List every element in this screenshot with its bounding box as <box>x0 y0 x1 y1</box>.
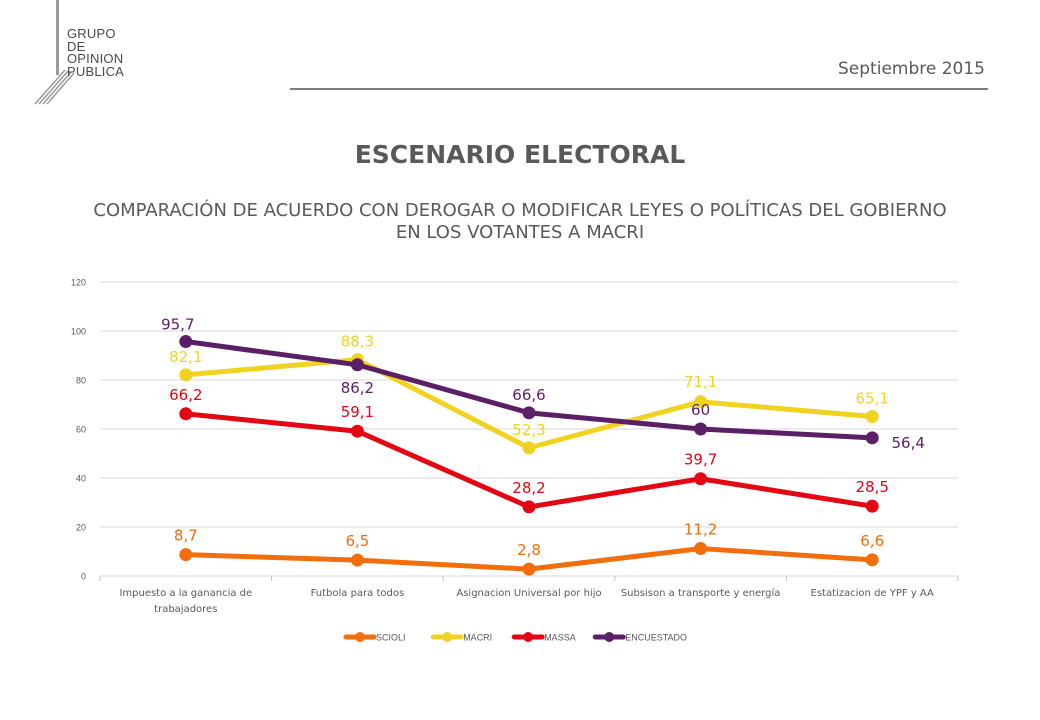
data-label-macri: 82,1 <box>169 348 202 366</box>
x-tick-label: Estatizacion de YPF y AA <box>811 588 935 599</box>
x-tick-label: Impuesto a la ganancia de <box>119 588 252 599</box>
legend-marker-massa <box>523 632 534 642</box>
legend-marker-encuestado <box>604 632 615 642</box>
data-label-macri: 65,1 <box>855 390 888 408</box>
logo-stripe <box>38 70 69 105</box>
data-label-scioli: 8,7 <box>174 527 198 545</box>
y-tick-label: 0 <box>81 572 86 582</box>
page-title: ESCENARIO ELECTORAL <box>354 140 686 169</box>
data-point-encuestado <box>350 358 364 372</box>
y-tick-label: 120 <box>71 278 86 288</box>
data-point-encuestado <box>179 335 193 349</box>
data-label-encuestado: 56,4 <box>891 434 924 452</box>
data-label-encuestado: 86,2 <box>341 379 374 397</box>
legend-label-macri: MACRI <box>463 633 492 643</box>
data-point-macri <box>522 441 536 455</box>
data-label-scioli: 6,5 <box>345 532 369 550</box>
legend-label-scioli: SCIOLI <box>376 633 406 643</box>
data-point-macri <box>865 410 879 424</box>
data-label-macri: 71,1 <box>684 373 717 391</box>
legend-marker-scioli <box>355 632 365 642</box>
page-subtitle: COMPARACIÓN DE ACUERDO CON DEROGAR O MOD… <box>50 200 990 244</box>
data-label-macri: 88,3 <box>341 333 374 351</box>
legend-label-encuestado: ENCUESTADO <box>625 633 687 643</box>
x-tick-label: trabajadores <box>154 604 217 615</box>
x-tick-label: Futbola para todos <box>311 588 405 599</box>
data-point-scioli <box>694 542 708 556</box>
data-label-macri: 52,3 <box>512 421 545 439</box>
data-point-scioli <box>179 548 193 562</box>
data-point-scioli <box>865 553 879 567</box>
data-point-macri <box>694 395 708 409</box>
data-point-massa <box>179 407 193 421</box>
data-point-massa <box>865 499 879 513</box>
data-label-massa: 66,2 <box>169 386 202 404</box>
logo-line: GRUPO <box>67 26 116 41</box>
report-date: Septiembre 2015 <box>838 59 985 79</box>
data-label-massa: 28,5 <box>855 478 888 496</box>
data-point-encuestado <box>522 406 536 420</box>
y-tick-label: 20 <box>76 523 86 533</box>
y-tick-label: 100 <box>71 327 86 337</box>
y-tick-label: 60 <box>76 425 86 435</box>
y-tick-label: 40 <box>76 474 86 484</box>
data-point-macri <box>179 368 193 382</box>
data-label-scioli: 11,2 <box>684 521 717 539</box>
logo-bar <box>56 0 59 75</box>
legend-label-massa: MASSA <box>544 633 576 643</box>
logo-stripe <box>34 69 66 105</box>
data-label-encuestado: 66,6 <box>512 386 545 404</box>
logo <box>34 0 75 105</box>
data-label-encuestado: 95,7 <box>161 316 194 334</box>
data-point-massa <box>522 500 536 514</box>
data-label-massa: 28,2 <box>512 479 545 497</box>
x-tick-label: Asignacion Universal por hijo <box>456 588 601 599</box>
logo-line: OPINION <box>67 51 124 66</box>
data-point-scioli <box>350 553 364 567</box>
data-point-massa <box>694 472 708 486</box>
data-label-massa: 59,1 <box>341 403 374 421</box>
data-label-massa: 39,7 <box>684 451 717 469</box>
data-label-encuestado: 60 <box>691 401 710 419</box>
legend-marker-macri <box>442 632 453 642</box>
x-tick-label: Subsison a transporte y energía <box>621 587 781 599</box>
logo-stripe <box>46 72 75 105</box>
y-tick-label: 80 <box>76 376 86 386</box>
data-point-massa <box>350 424 364 438</box>
subtitle-line-2: EN LOS VOTANTES A MACRI <box>395 222 645 243</box>
logo-line: PUBLICA <box>67 63 125 79</box>
data-label-scioli: 2,8 <box>517 541 541 559</box>
data-label-scioli: 6,6 <box>860 532 884 550</box>
header-divider <box>290 88 988 90</box>
data-point-encuestado <box>694 422 708 436</box>
logo-stripe <box>42 71 72 105</box>
subtitle-line-1: COMPARACIÓN DE ACUERDO CON DEROGAR O MOD… <box>93 200 947 221</box>
logo-text: GRUPO DE OPINION PUBLICA <box>67 26 125 79</box>
data-point-scioli <box>522 562 536 576</box>
data-point-encuestado <box>865 431 879 445</box>
logo-line: DE <box>67 38 86 54</box>
